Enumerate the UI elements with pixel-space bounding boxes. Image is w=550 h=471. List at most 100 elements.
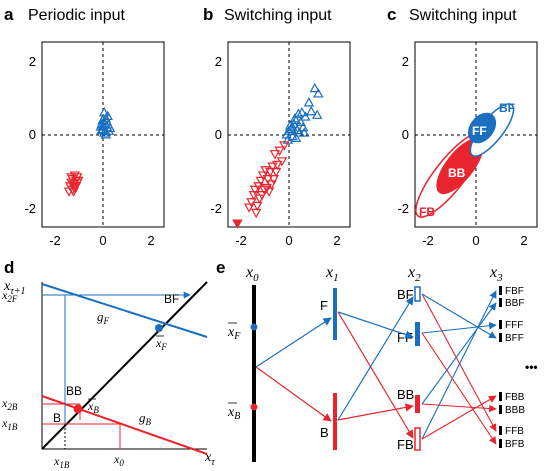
scatter-point-b-blue-7 [293,108,304,118]
scatter-point-b-red-22 [256,191,268,201]
e-x3-bar-bbb [499,405,502,414]
d-gB-label: gB [139,410,152,427]
e-arrow-B-BB [337,403,414,421]
ytick-c-neg2: -2 [397,201,409,216]
e-x3-label-fbb: FBB [505,392,525,403]
scatter-point-b-red-11 [268,175,279,185]
ellipse-label-bb: BB [448,166,466,180]
xtick-b-neg2: -2 [235,233,247,248]
scatter-point-b-red-0 [279,141,290,151]
ytick-a-neg2: -2 [24,201,36,216]
scatter-point-b-red-10 [255,176,267,187]
e-x3-bar-fbf [499,286,502,295]
ellipse-ff [467,112,497,144]
d-gB-line [41,395,208,455]
d-diagonal [41,281,208,450]
xtick-a-0: 0 [99,233,106,248]
e-ellipsis: ••• [525,360,538,374]
e-x3-bar-fbb [499,392,502,401]
ytick-a-0: 0 [29,127,36,142]
panel-title-a: Periodic input [28,7,126,24]
scatter-point-a-blue-0 [98,107,110,117]
d-xF-fixed-point [155,324,163,332]
e-arrow-BF-BFF [421,293,497,339]
e-x2-FB-bar [414,427,421,451]
e-x3-label-fbf: FBF [505,286,524,297]
panel-label-d: d [4,258,14,277]
e-x2-BB-bar [415,395,420,413]
ytick-b-neg2: -2 [210,201,222,216]
d-x1B-bottom-label: x1B [53,454,70,470]
scatter-point-b-blue-1 [313,88,324,98]
ytick-b-0: 0 [215,127,222,142]
e-x3-label-bff: BFF [505,333,524,344]
scatter-point-b-red-23 [252,201,263,212]
scatter-point-b-red-20 [263,187,275,197]
xtick-c-2: 2 [520,233,527,248]
scatter-point-b-red-0 [232,219,243,229]
d-xB-fixed-point [73,404,83,414]
scatter-point-a-blue-15 [100,129,112,139]
e-arrow-x0-F [255,317,332,368]
e-x3-label-fff: FFF [505,320,523,331]
e-arrow-B-BF [337,296,414,421]
e-x3-label-bbf: BBF [505,298,524,309]
d-x2B-label: x2B [1,396,18,412]
d-B-label: B [53,411,61,425]
d-xlabel: xτ [204,450,215,468]
e-xB-point [250,403,258,411]
d-gF-label: gF [97,309,110,326]
d-BB-label: BB [66,384,82,398]
scatter-point-b-red-6 [265,167,276,178]
scatter-point-b-red-21 [270,167,282,178]
e-arrow-F-FB [337,311,414,439]
ellipse-label-ff: FF [472,124,487,138]
scatter-point-a-blue-16 [97,120,109,130]
scatter-point-b-red-25 [250,208,262,219]
panel-label-b: b [203,5,213,24]
xtick-a-2: 2 [147,233,154,248]
scatter-point-b-blue-23 [287,121,298,132]
scatter-point-b-red-7 [260,166,271,176]
e-header-x1: x1 [325,264,339,284]
d-xF-bar-label: xF [155,336,167,352]
scatter-point-b-red-24 [243,203,255,213]
e-header-x2: x2 [407,264,421,284]
e-header-x3: x3 [489,264,503,284]
scatter-point-b-blue-21 [290,132,302,143]
xtick-b-2: 2 [333,233,340,248]
e-x3-label-bfb: BFB [505,439,525,450]
panel-title-b: Switching input [224,7,332,24]
scatter-point-b-blue-17 [289,113,301,123]
e-xB-bar-label: xB [227,405,240,422]
panel-label-c: c [387,5,396,24]
ytick-c-0: 0 [402,127,409,142]
xtick-c-0: 0 [472,233,479,248]
scatter-point-b-red-8 [262,175,274,185]
d-ylabel: xτ+1 [3,279,26,297]
scatter-point-a-red-14 [66,173,77,183]
scatter-point-a-red-10 [70,182,82,192]
panel-d: d xτ+1 xτ x2F x2B x1B x1B x0 gF gB BF BB [1,258,215,470]
e-x3-label-bbb: BBB [505,405,525,416]
e-arrow-BB-BBB [421,403,497,413]
scatter-point-b-blue-22 [299,127,310,137]
e-x2-FB-label: FB [397,437,414,452]
scatter-point-b-red-3 [269,150,281,160]
e-x2-BB-label: BB [397,387,414,402]
scatter-point-b-blue-6 [296,107,308,117]
scatter-point-b-red-5 [267,162,278,172]
scatter-point-a-blue-17 [102,110,113,120]
d-BF-label: BF [164,292,179,306]
e-x1-F-label: F [320,298,328,313]
scatter-point-b-blue-4 [306,105,317,116]
d-x1B-label: x1B [1,416,18,432]
panel-a: a Periodic input -2 0 2 2 0 -2 [4,5,165,248]
scatter-point-b-red-9 [257,171,269,181]
panel-b: b Switching input -2 0 2 2 0 -2 [203,5,351,248]
scatter-point-a-red-12 [63,187,75,197]
e-arrow-FB-FBF [421,290,497,440]
e-header-x0: x0 [245,264,259,284]
points-b [232,82,324,229]
scatter-point-a-red-13 [71,178,83,188]
